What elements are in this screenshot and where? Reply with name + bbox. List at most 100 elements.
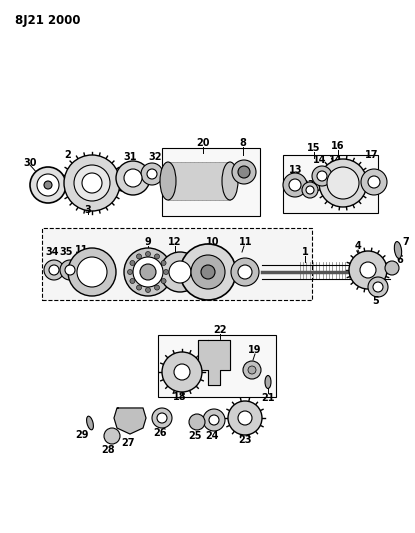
Bar [283,155,378,213]
Text: 23: 23 [238,435,252,445]
Circle shape [154,254,159,259]
Circle shape [154,285,159,290]
Text: 35: 35 [59,247,73,257]
Text: 4: 4 [355,241,361,251]
Circle shape [30,167,66,203]
Text: 10: 10 [206,237,220,247]
Circle shape [82,173,102,193]
Circle shape [169,261,191,283]
Text: 14: 14 [313,155,327,165]
Circle shape [289,179,301,191]
Circle shape [248,366,256,374]
Circle shape [127,270,132,274]
Bar [158,335,276,397]
Circle shape [140,264,156,280]
Circle shape [189,414,205,430]
Circle shape [146,287,151,293]
Bar [168,162,230,200]
Circle shape [37,174,59,196]
Circle shape [201,265,215,279]
Text: 7: 7 [403,237,409,247]
Ellipse shape [265,376,271,389]
Circle shape [44,260,64,280]
Circle shape [368,277,388,297]
Circle shape [147,169,157,179]
Circle shape [130,261,135,265]
Text: 20: 20 [196,138,210,148]
Circle shape [141,163,163,185]
Circle shape [238,265,252,279]
Text: 33: 33 [301,180,315,190]
Circle shape [68,248,116,296]
Circle shape [157,413,167,423]
Text: 11: 11 [239,237,253,247]
Circle shape [137,254,142,259]
Text: 13: 13 [289,165,303,175]
Circle shape [327,167,359,199]
Text: 9: 9 [144,237,151,247]
Text: 24: 24 [205,431,219,441]
Circle shape [137,285,142,290]
Text: 28: 28 [101,445,115,455]
Bar [42,228,312,300]
Text: 31: 31 [123,152,137,162]
Circle shape [361,169,387,195]
Circle shape [161,279,166,284]
Circle shape [312,166,332,186]
Text: 6: 6 [397,255,403,265]
Polygon shape [198,340,230,385]
Circle shape [174,364,190,380]
Circle shape [152,408,172,428]
Circle shape [302,182,318,198]
Circle shape [232,160,256,184]
Circle shape [82,173,102,193]
Text: 19: 19 [248,345,262,355]
Circle shape [162,352,202,392]
Text: 17: 17 [365,150,379,160]
Text: 3: 3 [85,205,91,215]
Text: 32: 32 [148,152,162,162]
Text: 27: 27 [121,438,135,448]
Text: 30: 30 [23,158,37,168]
Circle shape [228,401,262,435]
Circle shape [49,265,59,275]
Circle shape [124,248,172,296]
Circle shape [319,159,367,207]
Text: 16: 16 [331,141,345,151]
Text: 34: 34 [45,247,59,257]
Circle shape [238,166,250,178]
Circle shape [160,252,200,292]
Text: 18: 18 [173,392,187,402]
Circle shape [231,258,259,286]
Text: 8: 8 [239,138,247,148]
Ellipse shape [160,162,176,200]
Text: 26: 26 [153,428,167,438]
Circle shape [360,262,376,278]
Circle shape [124,169,142,187]
Ellipse shape [87,416,93,430]
Circle shape [283,173,307,197]
Circle shape [74,165,110,201]
Circle shape [146,252,151,256]
Circle shape [306,186,314,194]
Circle shape [116,161,150,195]
Circle shape [77,257,107,287]
Text: 11: 11 [75,245,89,255]
Text: 25: 25 [188,431,202,441]
Circle shape [104,428,120,444]
Circle shape [385,261,399,275]
Circle shape [161,261,166,265]
Circle shape [130,279,135,284]
Circle shape [209,415,219,425]
Text: 1: 1 [302,247,308,257]
Ellipse shape [394,241,402,259]
Circle shape [238,411,252,425]
Circle shape [334,174,352,192]
Text: 14: 14 [329,155,343,165]
Ellipse shape [222,162,238,200]
Circle shape [203,409,225,431]
Text: 15: 15 [307,143,321,153]
Circle shape [164,270,168,274]
Bar [162,148,260,216]
Circle shape [65,265,75,275]
